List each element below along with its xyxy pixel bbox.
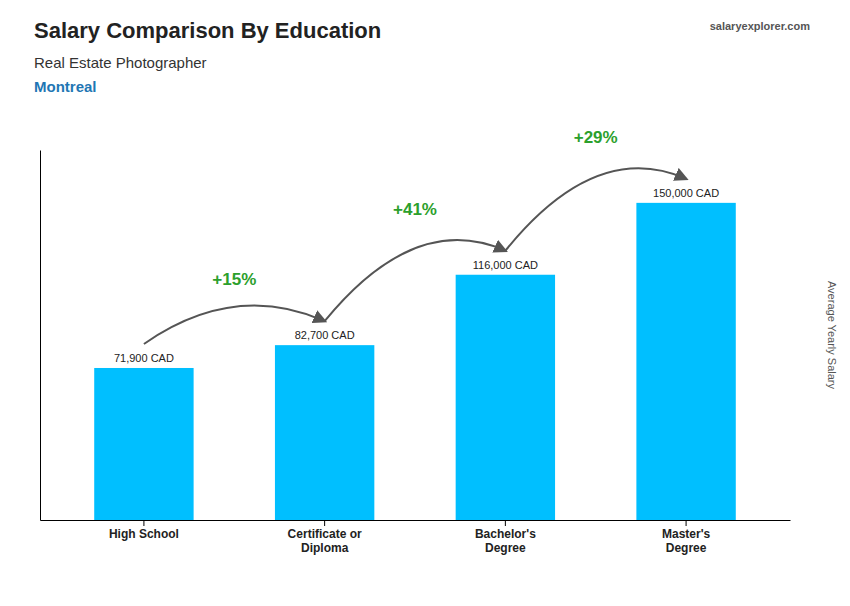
- bar: [636, 203, 735, 520]
- subtitle: Montreal: [34, 78, 97, 95]
- x-tick-label: High School: [109, 527, 179, 541]
- bar: [275, 345, 374, 520]
- x-tick-label-line: Master's: [662, 527, 711, 541]
- x-tick-label-line: Bachelor's: [475, 527, 536, 541]
- x-tick-label-line: Certificate or: [288, 527, 362, 541]
- title: Salary Comparison By Education: [34, 18, 381, 43]
- x-tick-mark: [505, 520, 506, 526]
- pct-label: +41%: [393, 200, 437, 219]
- x-tick: Certificate orDiploma: [288, 520, 362, 555]
- x-tick-mark: [324, 520, 325, 526]
- y-axis-title: Average Yearly Salary: [826, 281, 838, 390]
- x-tick-label-line: High School: [109, 527, 179, 541]
- x-tick-mark: [143, 520, 144, 526]
- value-labels: 71,900 CAD 82,700 CAD 116,000 CAD 150,000 C…: [114, 187, 719, 364]
- x-tick: High School: [109, 520, 179, 541]
- x-axis: High School Certificate orDiploma Bachelor…: [41, 520, 791, 555]
- pct-label: +15%: [212, 270, 256, 289]
- x-tick-label-line: Degree: [485, 541, 526, 555]
- x-tick-label: Bachelor'sDegree: [475, 527, 536, 555]
- bar: [456, 275, 555, 520]
- chart: Salary Comparison By Education Real Estat…: [0, 0, 850, 606]
- x-tick-label: Certificate orDiploma: [288, 527, 362, 555]
- pct-label: +29%: [574, 128, 618, 147]
- bars: [94, 203, 736, 520]
- x-tick: Bachelor'sDegree: [475, 520, 536, 555]
- y-axis: [40, 151, 41, 521]
- y-axis-line: [40, 151, 41, 521]
- value-label: 82,700 CAD: [295, 329, 355, 341]
- x-tick-label-line: Degree: [666, 541, 707, 555]
- source: salaryexplorer.com: [710, 20, 811, 32]
- x-tick-mark: [686, 520, 687, 526]
- x-tick: Master'sDegree: [662, 520, 711, 555]
- subtitle: Real Estate Photographer: [34, 54, 207, 71]
- value-label: 71,900 CAD: [114, 352, 174, 364]
- bar: [94, 368, 193, 520]
- x-axis-line: [41, 520, 791, 521]
- annotations: +15% +41% +29%: [144, 128, 686, 344]
- x-tick-label-line: Diploma: [301, 541, 349, 555]
- pct-arrow: [505, 168, 686, 250]
- pct-arrow: [144, 306, 325, 344]
- pct-arrow: [325, 240, 506, 321]
- value-label: 150,000 CAD: [653, 187, 719, 199]
- x-tick-label: Master'sDegree: [662, 527, 711, 555]
- value-label: 116,000 CAD: [473, 259, 538, 271]
